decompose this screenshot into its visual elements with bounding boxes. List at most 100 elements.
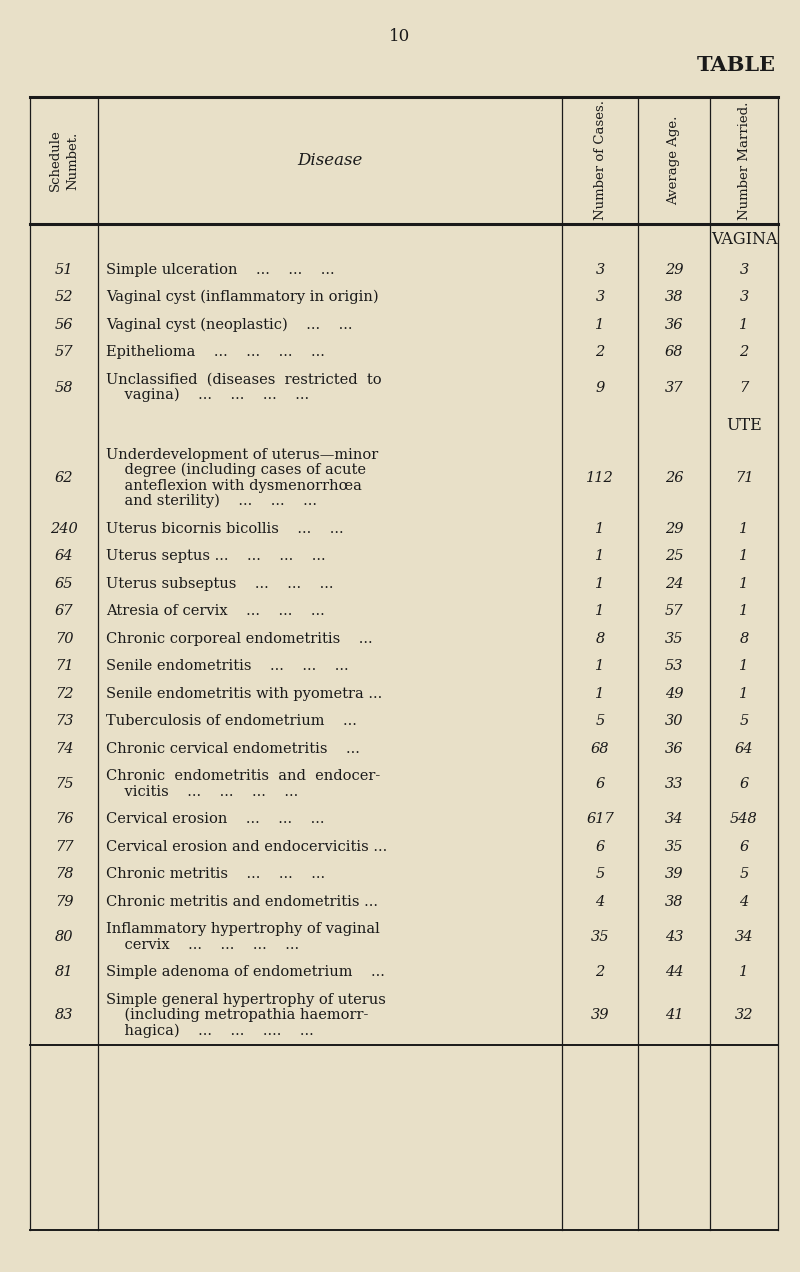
- Text: 32: 32: [734, 1009, 754, 1023]
- Text: 9: 9: [595, 380, 605, 394]
- Text: 1: 1: [595, 687, 605, 701]
- Text: 70: 70: [54, 632, 74, 646]
- Text: 6: 6: [595, 840, 605, 854]
- Text: 53: 53: [665, 659, 683, 673]
- Text: and sterility)    ...    ...    ...: and sterility) ... ... ...: [106, 494, 317, 509]
- Text: 6: 6: [595, 777, 605, 791]
- Text: 5: 5: [739, 715, 749, 729]
- Text: 44: 44: [665, 965, 683, 979]
- Text: Simple general hypertrophy of uterus: Simple general hypertrophy of uterus: [106, 992, 386, 1006]
- Text: 36: 36: [665, 742, 683, 756]
- Text: Schedule
Numbet.: Schedule Numbet.: [49, 130, 79, 191]
- Text: 51: 51: [54, 263, 74, 277]
- Text: 10: 10: [390, 28, 410, 45]
- Text: 1: 1: [595, 550, 605, 563]
- Text: Inflammatory hypertrophy of vaginal: Inflammatory hypertrophy of vaginal: [106, 922, 380, 936]
- Text: 49: 49: [665, 687, 683, 701]
- Text: 3: 3: [595, 290, 605, 304]
- Text: 58: 58: [54, 380, 74, 394]
- Text: Uterus septus ...    ...    ...    ...: Uterus septus ... ... ... ...: [106, 550, 326, 563]
- Text: Senile endometritis with pyometra ...: Senile endometritis with pyometra ...: [106, 687, 382, 701]
- Text: 1: 1: [595, 576, 605, 590]
- Text: 78: 78: [54, 868, 74, 881]
- Text: Unclassified  (diseases  restricted  to: Unclassified (diseases restricted to: [106, 373, 382, 387]
- Text: 57: 57: [665, 604, 683, 618]
- Text: 68: 68: [665, 345, 683, 359]
- Text: 68: 68: [590, 742, 610, 756]
- Text: 30: 30: [665, 715, 683, 729]
- Text: 24: 24: [665, 576, 683, 590]
- Text: Cervical erosion and endocervicitis ...: Cervical erosion and endocervicitis ...: [106, 840, 387, 854]
- Text: 29: 29: [665, 263, 683, 277]
- Text: (including metropathia haemorr-: (including metropathia haemorr-: [106, 1007, 368, 1023]
- Text: 35: 35: [590, 930, 610, 944]
- Text: 2: 2: [595, 345, 605, 359]
- Text: 4: 4: [595, 894, 605, 908]
- Text: 1: 1: [739, 550, 749, 563]
- Text: 5: 5: [739, 868, 749, 881]
- Text: 1: 1: [739, 522, 749, 536]
- Text: 57: 57: [54, 345, 74, 359]
- Text: 77: 77: [54, 840, 74, 854]
- Text: 8: 8: [739, 632, 749, 646]
- Text: 39: 39: [665, 868, 683, 881]
- Text: 83: 83: [54, 1009, 74, 1023]
- Text: Simple adenoma of endometrium    ...: Simple adenoma of endometrium ...: [106, 965, 385, 979]
- Text: 33: 33: [665, 777, 683, 791]
- Text: 25: 25: [665, 550, 683, 563]
- Text: 76: 76: [54, 813, 74, 827]
- Text: 1: 1: [739, 965, 749, 979]
- Text: 4: 4: [739, 894, 749, 908]
- Text: Epithelioma    ...    ...    ...    ...: Epithelioma ... ... ... ...: [106, 345, 325, 359]
- Text: vicitis    ...    ...    ...    ...: vicitis ... ... ... ...: [106, 785, 298, 799]
- Text: Chronic metritis and endometritis ...: Chronic metritis and endometritis ...: [106, 894, 378, 908]
- Text: hagica)    ...    ...    ....    ...: hagica) ... ... .... ...: [106, 1024, 314, 1038]
- Text: 1: 1: [739, 318, 749, 332]
- Text: degree (including cases of acute: degree (including cases of acute: [106, 463, 366, 477]
- Text: 1: 1: [739, 687, 749, 701]
- Text: 7: 7: [739, 380, 749, 394]
- Text: 81: 81: [54, 965, 74, 979]
- Text: 1: 1: [595, 659, 605, 673]
- Text: 71: 71: [54, 659, 74, 673]
- Text: 29: 29: [665, 522, 683, 536]
- Text: 37: 37: [665, 380, 683, 394]
- Text: Chronic corporeal endometritis    ...: Chronic corporeal endometritis ...: [106, 632, 373, 646]
- Text: Atresia of cervix    ...    ...    ...: Atresia of cervix ... ... ...: [106, 604, 325, 618]
- Text: Vaginal cyst (inflammatory in origin): Vaginal cyst (inflammatory in origin): [106, 290, 378, 304]
- Text: 548: 548: [730, 813, 758, 827]
- Text: 1: 1: [595, 604, 605, 618]
- Text: 52: 52: [54, 290, 74, 304]
- Text: Vaginal cyst (neoplastic)    ...    ...: Vaginal cyst (neoplastic) ... ...: [106, 318, 353, 332]
- Text: anteflexion with dysmenorrhœa: anteflexion with dysmenorrhœa: [106, 478, 362, 492]
- Text: Uterus subseptus    ...    ...    ...: Uterus subseptus ... ... ...: [106, 576, 334, 590]
- Text: vagina)    ...    ...    ...    ...: vagina) ... ... ... ...: [106, 388, 309, 402]
- Text: 75: 75: [54, 777, 74, 791]
- Text: 1: 1: [739, 604, 749, 618]
- Text: 35: 35: [665, 840, 683, 854]
- Text: 80: 80: [54, 930, 74, 944]
- Text: 240: 240: [50, 522, 78, 536]
- Text: Cervical erosion    ...    ...    ...: Cervical erosion ... ... ...: [106, 813, 325, 827]
- Text: VAGINA: VAGINA: [710, 232, 778, 248]
- Text: 34: 34: [734, 930, 754, 944]
- Text: Simple ulceration    ...    ...    ...: Simple ulceration ... ... ...: [106, 263, 334, 277]
- Text: 6: 6: [739, 840, 749, 854]
- Text: Average Age.: Average Age.: [667, 116, 681, 205]
- Text: 36: 36: [665, 318, 683, 332]
- Text: 1: 1: [595, 318, 605, 332]
- Text: 1: 1: [739, 659, 749, 673]
- Text: 35: 35: [665, 632, 683, 646]
- Text: 1: 1: [739, 576, 749, 590]
- Text: Chronic metritis    ...    ...    ...: Chronic metritis ... ... ...: [106, 868, 325, 881]
- Text: cervix    ...    ...    ...    ...: cervix ... ... ... ...: [106, 937, 299, 951]
- Text: 6: 6: [739, 777, 749, 791]
- Text: 34: 34: [665, 813, 683, 827]
- Text: 39: 39: [590, 1009, 610, 1023]
- Text: Chronic cervical endometritis    ...: Chronic cervical endometritis ...: [106, 742, 360, 756]
- Text: Senile endometritis    ...    ...    ...: Senile endometritis ... ... ...: [106, 659, 349, 673]
- Text: 1: 1: [595, 522, 605, 536]
- Text: UTE: UTE: [726, 416, 762, 434]
- Text: 112: 112: [586, 471, 614, 485]
- Text: 38: 38: [665, 290, 683, 304]
